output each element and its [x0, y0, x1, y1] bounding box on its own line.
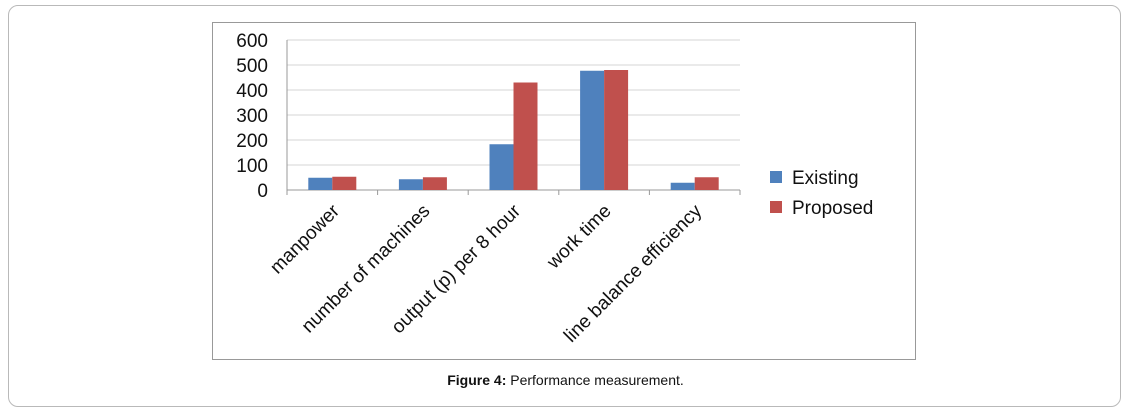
x-tick-label: manpower — [266, 200, 344, 278]
bar-proposed — [604, 70, 629, 190]
x-tick-label: work time — [543, 201, 616, 274]
y-tick-label: 100 — [236, 156, 268, 177]
y-tick-label: 400 — [236, 81, 268, 102]
bar-existing — [308, 177, 333, 190]
legend-swatch — [770, 201, 782, 213]
bar-existing — [398, 179, 423, 190]
bar-existing — [580, 70, 605, 190]
bar-proposed — [513, 82, 538, 190]
legend-label: Existing — [792, 168, 859, 189]
caption-text: Performance measurement. — [506, 372, 684, 388]
chart-area — [212, 22, 916, 360]
bar-proposed — [422, 177, 447, 190]
y-tick-label: 500 — [236, 56, 268, 77]
bar-proposed — [694, 177, 719, 190]
legend-swatch — [770, 171, 782, 183]
y-tick-label: 300 — [236, 106, 268, 127]
legend-label: Proposed — [792, 198, 873, 219]
bar-proposed — [332, 176, 357, 190]
caption-label: Figure 4: — [447, 372, 507, 388]
y-tick-label: 600 — [236, 31, 268, 52]
bar-existing — [489, 144, 514, 190]
y-tick-label: 200 — [236, 131, 268, 152]
figure-frame — [8, 5, 1121, 407]
bar-existing — [670, 182, 695, 190]
y-tick-label: 0 — [257, 181, 268, 202]
figure-caption: Figure 4: Performance measurement. — [0, 372, 1131, 388]
